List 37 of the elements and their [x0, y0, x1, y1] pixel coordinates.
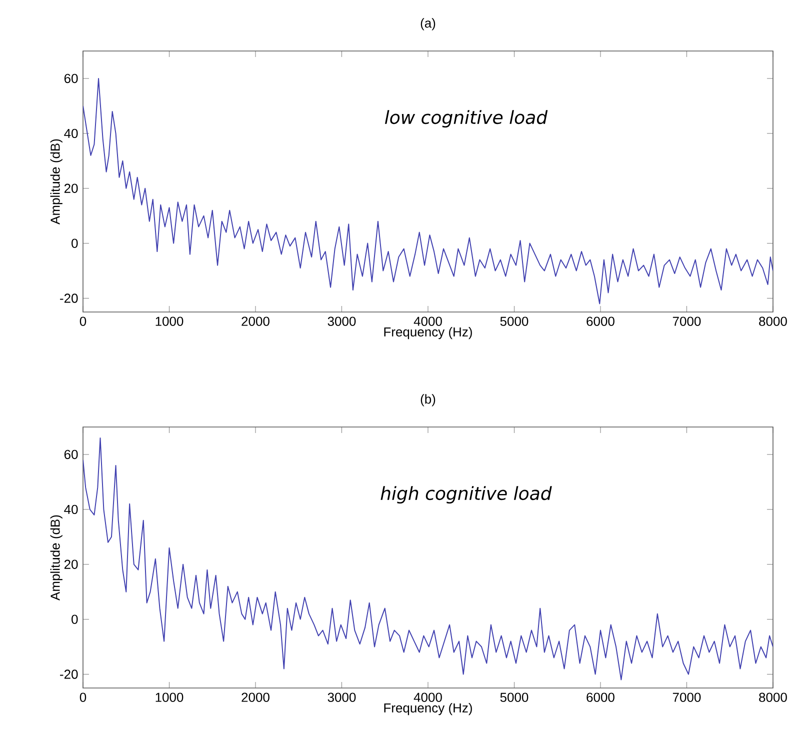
- y-tick-label: 40: [64, 128, 78, 138]
- line-series: [83, 78, 773, 304]
- chart-title: (a): [420, 18, 436, 30]
- x-axis-title: Frequency (Hz): [384, 327, 472, 340]
- x-tick-label: 2000: [242, 692, 270, 702]
- y-axis-title: Amplitude (dB): [50, 139, 62, 224]
- y-tick-label: 20: [64, 560, 78, 569]
- x-axis-title: Frequency (Hz): [384, 703, 472, 716]
- x-tick-label: 0: [80, 692, 86, 702]
- y-axis-title: Amplitude (dB): [50, 515, 62, 600]
- x-tick-label: 0: [80, 316, 86, 326]
- x-tick-label: 7000: [672, 692, 701, 702]
- x-tick-label: 1000: [156, 692, 184, 702]
- x-tick-label: 1000: [156, 316, 184, 326]
- x-tick-label: 8000: [759, 316, 787, 326]
- x-tick-label: 5000: [500, 316, 528, 326]
- annotation: low cognitive load: [384, 110, 548, 128]
- x-tick-label: 7000: [672, 316, 701, 326]
- x-tick-label: 6000: [586, 692, 614, 702]
- annotation: high cognitive load: [380, 486, 552, 504]
- x-tick-label: 4000: [414, 316, 442, 326]
- x-tick-label: 4000: [414, 692, 442, 702]
- x-tick-label: 3000: [328, 316, 356, 326]
- x-tick-label: 8000: [759, 692, 787, 702]
- x-tick-label: 2000: [242, 316, 270, 326]
- y-tick-label: 60: [64, 74, 78, 84]
- y-tick-label: -20: [60, 294, 78, 303]
- x-tick-label: 3000: [328, 692, 356, 702]
- y-tick-label: 0: [72, 614, 78, 624]
- y-tick-label: 20: [64, 184, 78, 193]
- x-tick-label: 6000: [586, 316, 614, 326]
- y-tick-label: 0: [72, 238, 78, 248]
- y-tick-label: 40: [64, 504, 78, 514]
- x-tick-label: 5000: [500, 692, 528, 702]
- y-tick-label: -20: [60, 670, 78, 679]
- chart-title: (b): [420, 394, 436, 406]
- y-tick-label: 60: [64, 450, 78, 460]
